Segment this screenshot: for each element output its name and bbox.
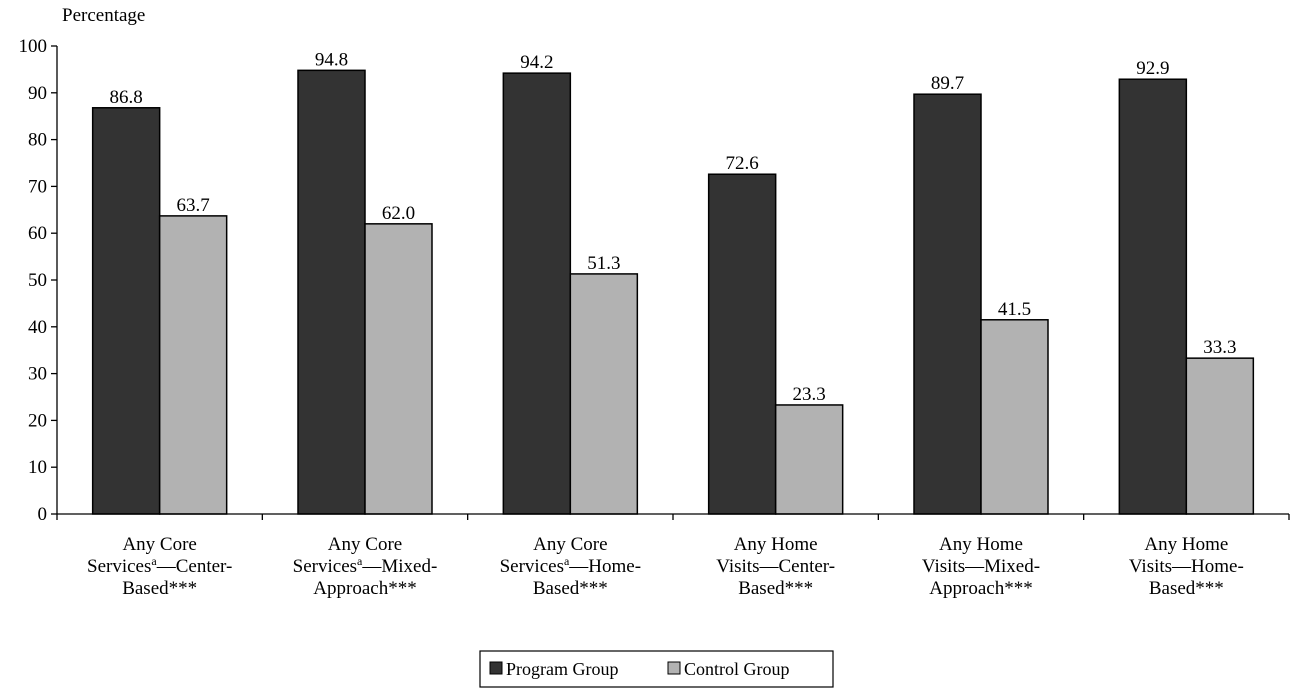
x-category-label: Any Home	[1144, 534, 1228, 555]
y-tick-label: 30	[28, 364, 47, 385]
y-tick-label: 70	[28, 176, 47, 197]
category-text: Approach***	[929, 578, 1032, 599]
y-tick-label: 40	[28, 317, 47, 338]
x-category-label: Servicesa—Mixed-	[293, 554, 438, 577]
program-group-bar	[502, 72, 572, 515]
y-tick-label: 50	[28, 270, 47, 291]
superscript-note: a	[357, 554, 363, 568]
category-text: Services	[500, 556, 564, 577]
category-text: Any Home	[734, 534, 818, 555]
category-text: Based***	[1149, 578, 1224, 599]
category-text: —Mixed-	[361, 556, 437, 577]
category-text: Visits—Home-	[1129, 556, 1244, 577]
category-text: Any Core	[328, 534, 402, 555]
category-text: —Home-	[568, 556, 641, 577]
bars: 86.8 63.7 94.8 62.0 94.2 51.3 72.6 23.3 89.7 41.5…	[91, 49, 1255, 515]
category-text: Any Home	[939, 534, 1023, 555]
program-group-bar	[707, 173, 777, 515]
x-category-label: Based***	[122, 578, 197, 599]
control-group-bar	[158, 215, 228, 515]
category-text: Services	[87, 556, 151, 577]
legend-swatch	[489, 661, 503, 675]
legend-label: Control Group	[684, 659, 790, 679]
data-label: 94.2	[520, 52, 553, 73]
legend-swatch	[667, 661, 681, 675]
x-category-label: Based***	[533, 578, 608, 599]
x-category-label: Any Home	[734, 534, 818, 555]
data-label: 92.9	[1136, 58, 1169, 79]
data-label: 23.3	[793, 384, 826, 405]
y-tick-label: 60	[28, 223, 47, 244]
control-group-bar	[774, 404, 844, 515]
data-label: 63.7	[177, 195, 210, 216]
category-text: Visits—Mixed-	[922, 556, 1040, 577]
data-label: 62.0	[382, 203, 415, 224]
legend-label: Program Group	[506, 659, 618, 679]
x-category-label: Any Core	[328, 534, 402, 555]
y-axis-title: Percentage	[62, 5, 145, 26]
x-category-label: Any Home	[939, 534, 1023, 555]
program-group-bar	[913, 93, 982, 515]
category-text: Visits—Center-	[716, 556, 835, 577]
data-label: 51.3	[587, 253, 620, 274]
category-text: Based***	[533, 578, 608, 599]
y-tick-label: 100	[19, 36, 48, 57]
x-category-label: Based***	[1149, 578, 1224, 599]
program-group-bar	[297, 69, 366, 515]
category-text: Any Core	[122, 534, 196, 555]
category-text: Any Home	[1144, 534, 1228, 555]
x-category-label: Any Core	[122, 534, 196, 555]
data-label: 89.7	[931, 73, 964, 94]
program-group-bar	[1118, 78, 1188, 515]
category-text: Any Core	[533, 534, 607, 555]
data-label: 41.5	[998, 299, 1031, 320]
category-text: Services	[293, 556, 357, 577]
y-axis: 0 10 20 30 40 50 60 70 80 90 100	[19, 36, 58, 525]
x-category-label: Any Core	[533, 534, 607, 555]
program-group-bar	[91, 107, 161, 515]
control-group-bar	[569, 273, 639, 515]
data-label: 86.8	[110, 87, 143, 108]
y-tick-label: 20	[28, 410, 47, 431]
x-category-label: Visits—Center-	[716, 556, 835, 577]
category-text: Based***	[738, 578, 813, 599]
x-category-label: Visits—Home-	[1129, 556, 1244, 577]
data-label: 33.3	[1203, 337, 1236, 358]
x-category-label: Servicesa—Center-	[87, 554, 232, 577]
y-tick-label: 0	[38, 504, 48, 525]
x-category-label: Based***	[738, 578, 813, 599]
x-category-label: Visits—Mixed-	[922, 556, 1040, 577]
legend: Program Group Control Group	[479, 650, 834, 688]
y-tick-label: 90	[28, 83, 47, 104]
category-text: —Center-	[156, 556, 233, 577]
x-category-label: Approach***	[929, 578, 1032, 599]
superscript-note: a	[151, 554, 157, 568]
category-text: Approach***	[313, 578, 416, 599]
x-category-label: Servicesa—Home-	[500, 554, 641, 577]
control-group-bar	[364, 223, 433, 515]
data-label: 72.6	[726, 153, 759, 174]
x-category-label: Approach***	[313, 578, 416, 599]
y-tick-label: 10	[28, 457, 47, 478]
category-text: Based***	[122, 578, 197, 599]
superscript-note: a	[564, 554, 570, 568]
y-tick-label: 80	[28, 130, 47, 151]
legend-box	[479, 650, 834, 688]
control-group-bar	[980, 319, 1049, 515]
data-label: 94.8	[315, 49, 348, 70]
control-group-bar	[1185, 357, 1255, 515]
